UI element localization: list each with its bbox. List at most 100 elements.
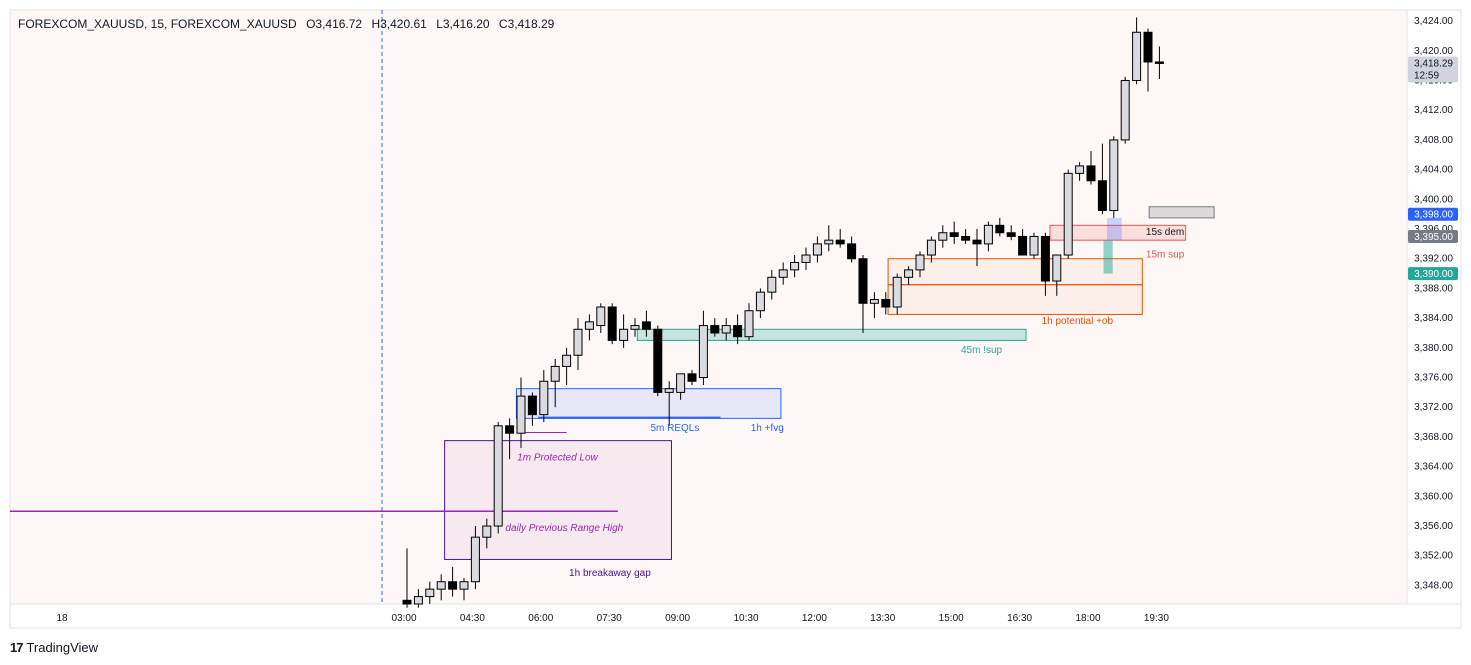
y-tick-label: 3,412.00 [1414, 105, 1453, 116]
bull-candle [801, 254, 811, 263]
price-label-box [1408, 207, 1458, 221]
bear-candle [1018, 235, 1028, 256]
symbol-header: FOREXCOM_XAUUSD, 15, FOREXCOM_XAUUSD O3,… [18, 17, 560, 31]
bull-candle [436, 581, 446, 590]
y-tick-label: 3,348.00 [1414, 580, 1453, 591]
bull-candle [1029, 235, 1039, 256]
bull-candle [1132, 31, 1142, 82]
bear-candle [858, 258, 868, 304]
y-tick-label: 3,368.00 [1414, 432, 1453, 443]
y-tick-label: 3,376.00 [1414, 373, 1453, 384]
x-tick-label: 16:30 [1007, 613, 1032, 624]
y-tick-label: 3,352.00 [1414, 551, 1453, 562]
y-tick-label: 3,404.00 [1414, 165, 1453, 176]
bull-candle [425, 588, 435, 598]
ob-zone-lower [887, 284, 1143, 315]
zone-label: 15m sup [1146, 249, 1185, 260]
brand-name: TradingView [26, 640, 99, 655]
bull-candle [698, 325, 708, 379]
breakaway-gap-zone [444, 440, 672, 560]
bear-candle [1086, 165, 1096, 182]
tradingview-logo-icon: 17 [10, 640, 24, 655]
bear-candle [1097, 180, 1107, 211]
bear-candle [1040, 235, 1050, 282]
bear-candle [641, 321, 651, 330]
price-scale [1406, 9, 1462, 605]
bull-candle [539, 380, 549, 416]
bull-candle [938, 232, 948, 241]
x-tick-label: 09:00 [665, 613, 690, 624]
bull-candle [904, 269, 914, 278]
bull-candle [744, 310, 754, 338]
zone-label: 15s dem [1146, 227, 1184, 238]
y-tick-label: 3,388.00 [1414, 283, 1453, 294]
bull-candle [778, 269, 788, 278]
bear-candle [710, 325, 720, 334]
bull-candle [619, 328, 629, 341]
dem-15s-zone [1148, 206, 1215, 219]
y-tick-label: 3,364.00 [1414, 462, 1453, 473]
tradingview-brand[interactable]: 17 TradingView [10, 640, 98, 655]
bull-candle [470, 536, 480, 583]
sup-45m-zone [636, 328, 1027, 341]
countdown-label: 12:59 [1414, 71, 1439, 82]
x-tick-label: 07:30 [597, 613, 622, 624]
price-label-box [1408, 56, 1458, 83]
bear-candle [961, 235, 971, 241]
bull-candle [824, 239, 834, 245]
bull-candle [584, 321, 594, 330]
ohlc-high: H3,420.61 [371, 17, 427, 31]
bull-candle [1109, 139, 1119, 211]
zone-label: 1m Protected Low [517, 453, 598, 464]
x-tick-label: 15:00 [939, 613, 964, 624]
zone-label: daily Previous Range High [505, 523, 623, 534]
price-label-value: 3,390.00 [1414, 269, 1453, 280]
y-tick-label: 3,420.00 [1414, 46, 1453, 57]
bear-candle [687, 373, 697, 382]
fvg-zone [515, 388, 782, 419]
symbol-name[interactable]: FOREXCOM_XAUUSD, 15, FOREXCOM_XAUUSD [18, 17, 297, 31]
bull-candle [482, 525, 492, 538]
bull-candle [596, 306, 606, 327]
zone-label: 1h potential +ob [1042, 316, 1114, 327]
bear-candle [733, 325, 743, 338]
bull-candle [892, 276, 902, 308]
price-label-box [1408, 229, 1458, 243]
bear-candle [1143, 31, 1153, 63]
y-tick-label: 3,360.00 [1414, 491, 1453, 502]
x-tick-label: 12:00 [802, 613, 827, 624]
ohlc-close: C3,418.29 [498, 17, 555, 31]
x-tick-label: 10:30 [733, 613, 758, 624]
bull-candle [1075, 165, 1085, 174]
zone-label: 1h +fvg [751, 423, 784, 434]
bull-candle [915, 254, 925, 271]
bear-candle [402, 599, 412, 605]
bull-candle [630, 325, 640, 330]
bull-candle [869, 299, 879, 304]
bull-candle [459, 581, 469, 590]
y-tick-label: 3,356.00 [1414, 521, 1453, 532]
y-tick-label: 3,392.00 [1414, 254, 1453, 265]
blue-pos-zone [1106, 217, 1122, 241]
bull-candle [1052, 254, 1062, 282]
bull-candle [812, 243, 822, 256]
bear-candle [607, 306, 617, 341]
y-tick-label: 3,396.00 [1414, 224, 1453, 235]
x-tick-label: 03:00 [391, 613, 416, 624]
bear-candle [1006, 232, 1016, 237]
y-tick-label: 3,400.00 [1414, 194, 1453, 205]
zone-label: 5m REQLs [650, 423, 699, 434]
bull-candle [550, 365, 560, 382]
time-scale [9, 603, 1462, 629]
bull-candle [493, 425, 503, 527]
ohlc-low: L3,416.20 [436, 17, 490, 31]
y-tick-label: 3,384.00 [1414, 313, 1453, 324]
bear-candle [881, 299, 891, 308]
bull-candle [676, 373, 686, 393]
y-tick-label: 3,372.00 [1414, 402, 1453, 413]
bull-candle [1120, 80, 1130, 141]
bear-candle [653, 328, 663, 393]
x-tick-label: 06:00 [528, 613, 553, 624]
